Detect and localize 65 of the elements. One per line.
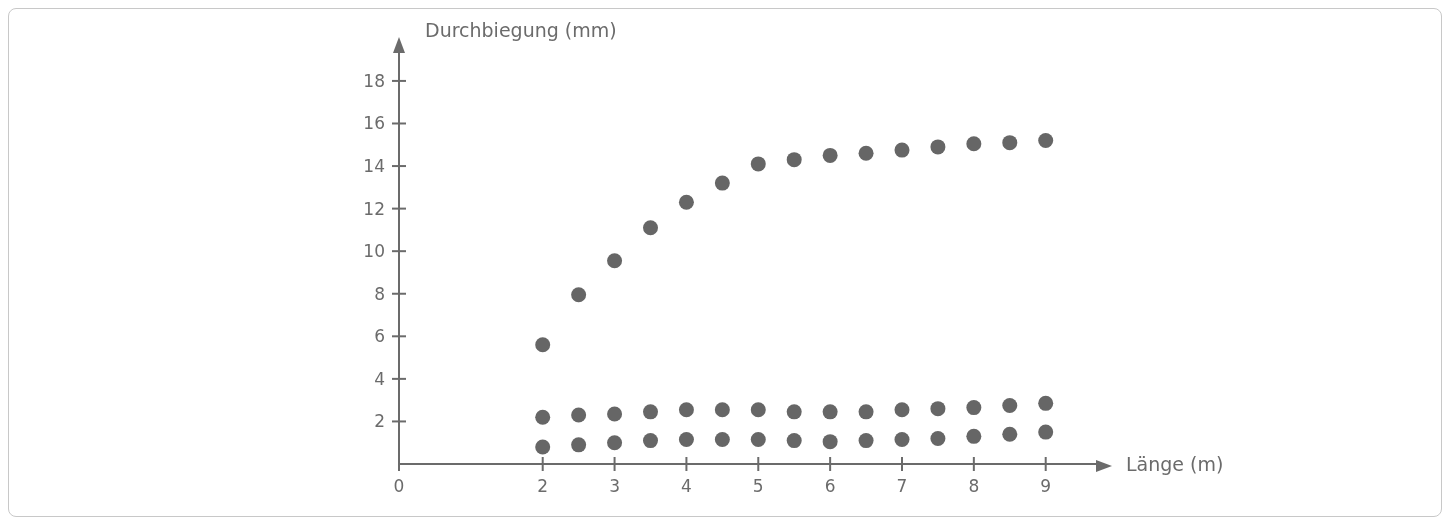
point	[894, 142, 910, 158]
x-tick-label: 6	[824, 476, 836, 496]
y-tick-label: 16	[363, 113, 385, 134]
point	[786, 404, 802, 420]
x-tick-label: 3	[609, 476, 620, 496]
y-tick-label: 18	[363, 70, 385, 91]
point	[607, 406, 623, 422]
point	[858, 145, 874, 161]
point	[1038, 133, 1054, 149]
y-tick-label: 10	[363, 241, 385, 262]
point	[858, 433, 874, 449]
point	[750, 402, 766, 418]
point	[894, 432, 910, 448]
y-axis-title: Durchbiegung (mm)	[425, 19, 617, 41]
point	[714, 402, 730, 418]
point	[714, 175, 730, 191]
point	[643, 433, 658, 449]
point	[643, 404, 658, 420]
x-tick-label: 9	[1040, 476, 1052, 496]
point	[678, 402, 694, 418]
x-tick-label: 8	[968, 476, 980, 496]
y-tick-label: 14	[363, 156, 385, 176]
point	[535, 439, 551, 455]
point	[535, 409, 551, 425]
x-tick-label: 7	[896, 476, 908, 496]
point	[643, 220, 658, 236]
point	[750, 156, 766, 172]
point	[822, 147, 838, 163]
point	[1002, 426, 1018, 442]
point	[930, 139, 946, 155]
point	[930, 401, 946, 417]
point	[1038, 424, 1054, 440]
point	[571, 407, 587, 423]
point	[571, 437, 587, 453]
x-tick-label: 2	[537, 476, 549, 496]
y-tick-label: 8	[374, 283, 385, 304]
point	[966, 136, 982, 152]
point	[678, 194, 694, 210]
x-tick-label: 4	[681, 476, 692, 496]
point	[966, 400, 982, 416]
point	[678, 432, 694, 448]
x-tick-label: 5	[752, 476, 764, 496]
point	[1038, 395, 1054, 411]
point	[894, 402, 910, 418]
y-tick-label: 4	[374, 368, 385, 389]
x-tick-label: 0	[393, 476, 405, 496]
point	[858, 404, 874, 420]
point	[930, 430, 946, 446]
point	[786, 152, 802, 168]
y-tick-label: 12	[363, 198, 385, 219]
point	[966, 428, 982, 444]
point	[750, 432, 766, 448]
point	[822, 404, 838, 420]
point	[786, 433, 802, 449]
y-tick-label: 2	[374, 411, 385, 432]
point	[535, 337, 551, 353]
point	[1002, 135, 1018, 151]
point	[607, 435, 623, 451]
point	[714, 432, 730, 448]
point	[571, 287, 587, 303]
point	[1002, 397, 1018, 413]
x-axis-title: Länge (m)	[1126, 453, 1224, 475]
point	[822, 434, 838, 450]
point	[607, 253, 623, 269]
y-tick-label: 6	[374, 326, 385, 347]
